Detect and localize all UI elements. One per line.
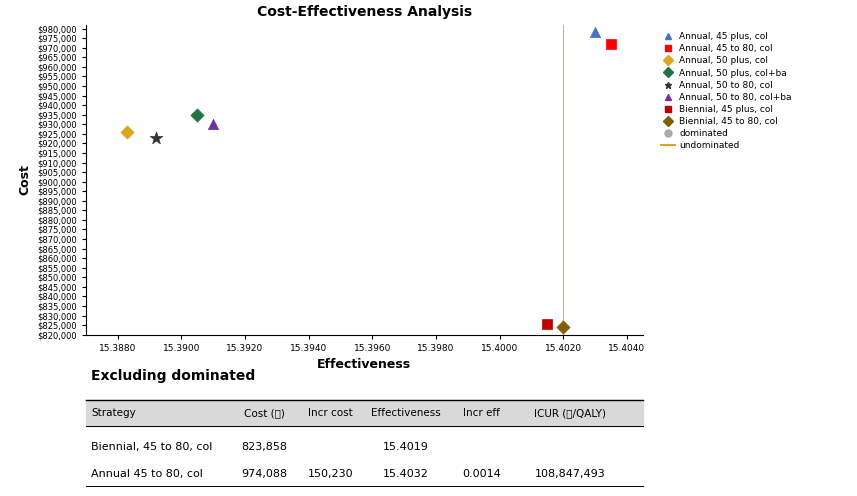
Text: Annual 45 to 80, col: Annual 45 to 80, col: [91, 469, 203, 479]
Text: ICUR (원/QALY): ICUR (원/QALY): [534, 408, 607, 418]
Point: [207, 121, 220, 128]
Text: Effectiveness: Effectiveness: [371, 408, 440, 418]
Point: [588, 28, 602, 36]
Text: Excluding dominated: Excluding dominated: [91, 369, 255, 383]
Text: 15.4032: 15.4032: [383, 469, 429, 479]
Legend: Annual, 45 plus, col, Annual, 45 to 80, col, Annual, 50 plus, col, Annual, 50 pl: Annual, 45 plus, col, Annual, 45 to 80, …: [658, 29, 794, 153]
Bar: [86, 400, 643, 427]
Text: Biennial, 45 to 80, col: Biennial, 45 to 80, col: [91, 442, 213, 452]
Point: [190, 111, 204, 119]
Text: Strategy: Strategy: [91, 408, 136, 418]
Text: 15.4019: 15.4019: [383, 442, 429, 452]
Text: Cost (원): Cost (원): [243, 408, 285, 418]
Point: [604, 40, 618, 48]
Text: 823,858: 823,858: [241, 442, 287, 452]
Point: [149, 134, 163, 142]
Y-axis label: Cost: Cost: [18, 164, 32, 195]
Text: 974,088: 974,088: [241, 469, 287, 479]
Point: [541, 320, 554, 328]
Text: 108,847,493: 108,847,493: [535, 469, 606, 479]
Point: [120, 128, 134, 136]
Point: [556, 323, 570, 331]
X-axis label: Effectiveness: Effectiveness: [317, 358, 411, 372]
Text: 150,230: 150,230: [308, 469, 354, 479]
Title: Cost-Effectiveness Analysis: Cost-Effectiveness Analysis: [256, 5, 472, 19]
Text: 0.0014: 0.0014: [462, 469, 500, 479]
Text: Incr cost: Incr cost: [309, 408, 353, 418]
Text: Incr eff: Incr eff: [463, 408, 500, 418]
